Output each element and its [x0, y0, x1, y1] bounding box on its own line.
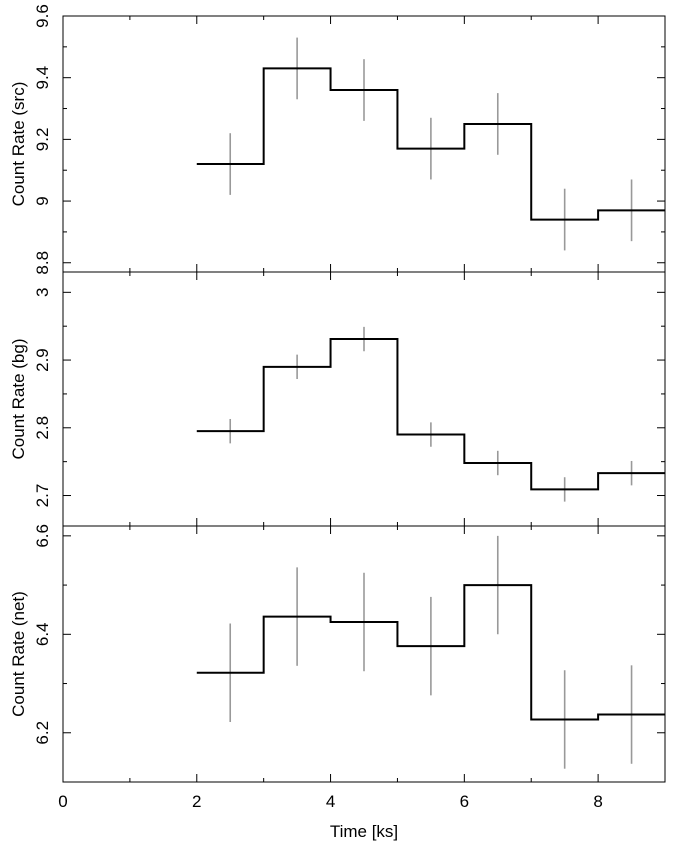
x-axis-title: Time [ks] [330, 822, 398, 841]
panel-1-ytick-label: 2.7 [33, 484, 52, 508]
panel-1-ytick-label: 3 [33, 288, 52, 297]
panel-0-ytick-label: 9 [33, 196, 52, 205]
panel-0-ylabel: Count Rate (src) [9, 82, 28, 207]
panel-1-ytick-label: 2.8 [33, 416, 52, 440]
panel-2-frame [62, 525, 666, 783]
xtick-label: 8 [593, 792, 602, 811]
xtick-label: 6 [460, 792, 469, 811]
xtick-label: 4 [326, 792, 335, 811]
panel-2-ytick-label: 6.4 [33, 622, 52, 646]
panel-0-frame [62, 15, 666, 273]
xtick-label: 0 [58, 792, 67, 811]
panel-0-ytick-label: 8.8 [33, 251, 52, 275]
panel-0-step-line [196, 67, 665, 221]
panel-2-ytick-label: 6.6 [33, 524, 52, 548]
panel-1-ylabel: Count Rate (bg) [9, 339, 28, 460]
panel-2-step-line [196, 584, 665, 721]
panel-2-ytick-label: 6.2 [33, 721, 52, 745]
panel-1-step-line [196, 338, 665, 491]
panel-1-frame [62, 271, 666, 527]
panel-0-ytick-label: 9.2 [33, 128, 52, 152]
xtick-label: 2 [192, 792, 201, 811]
panel-1-ytick-label: 2.9 [33, 348, 52, 372]
panel-2-ylabel: Count Rate (net) [9, 591, 28, 717]
panel-0-ytick-label: 9.6 [33, 4, 52, 28]
panel-0-ytick-label: 9.4 [33, 66, 52, 90]
